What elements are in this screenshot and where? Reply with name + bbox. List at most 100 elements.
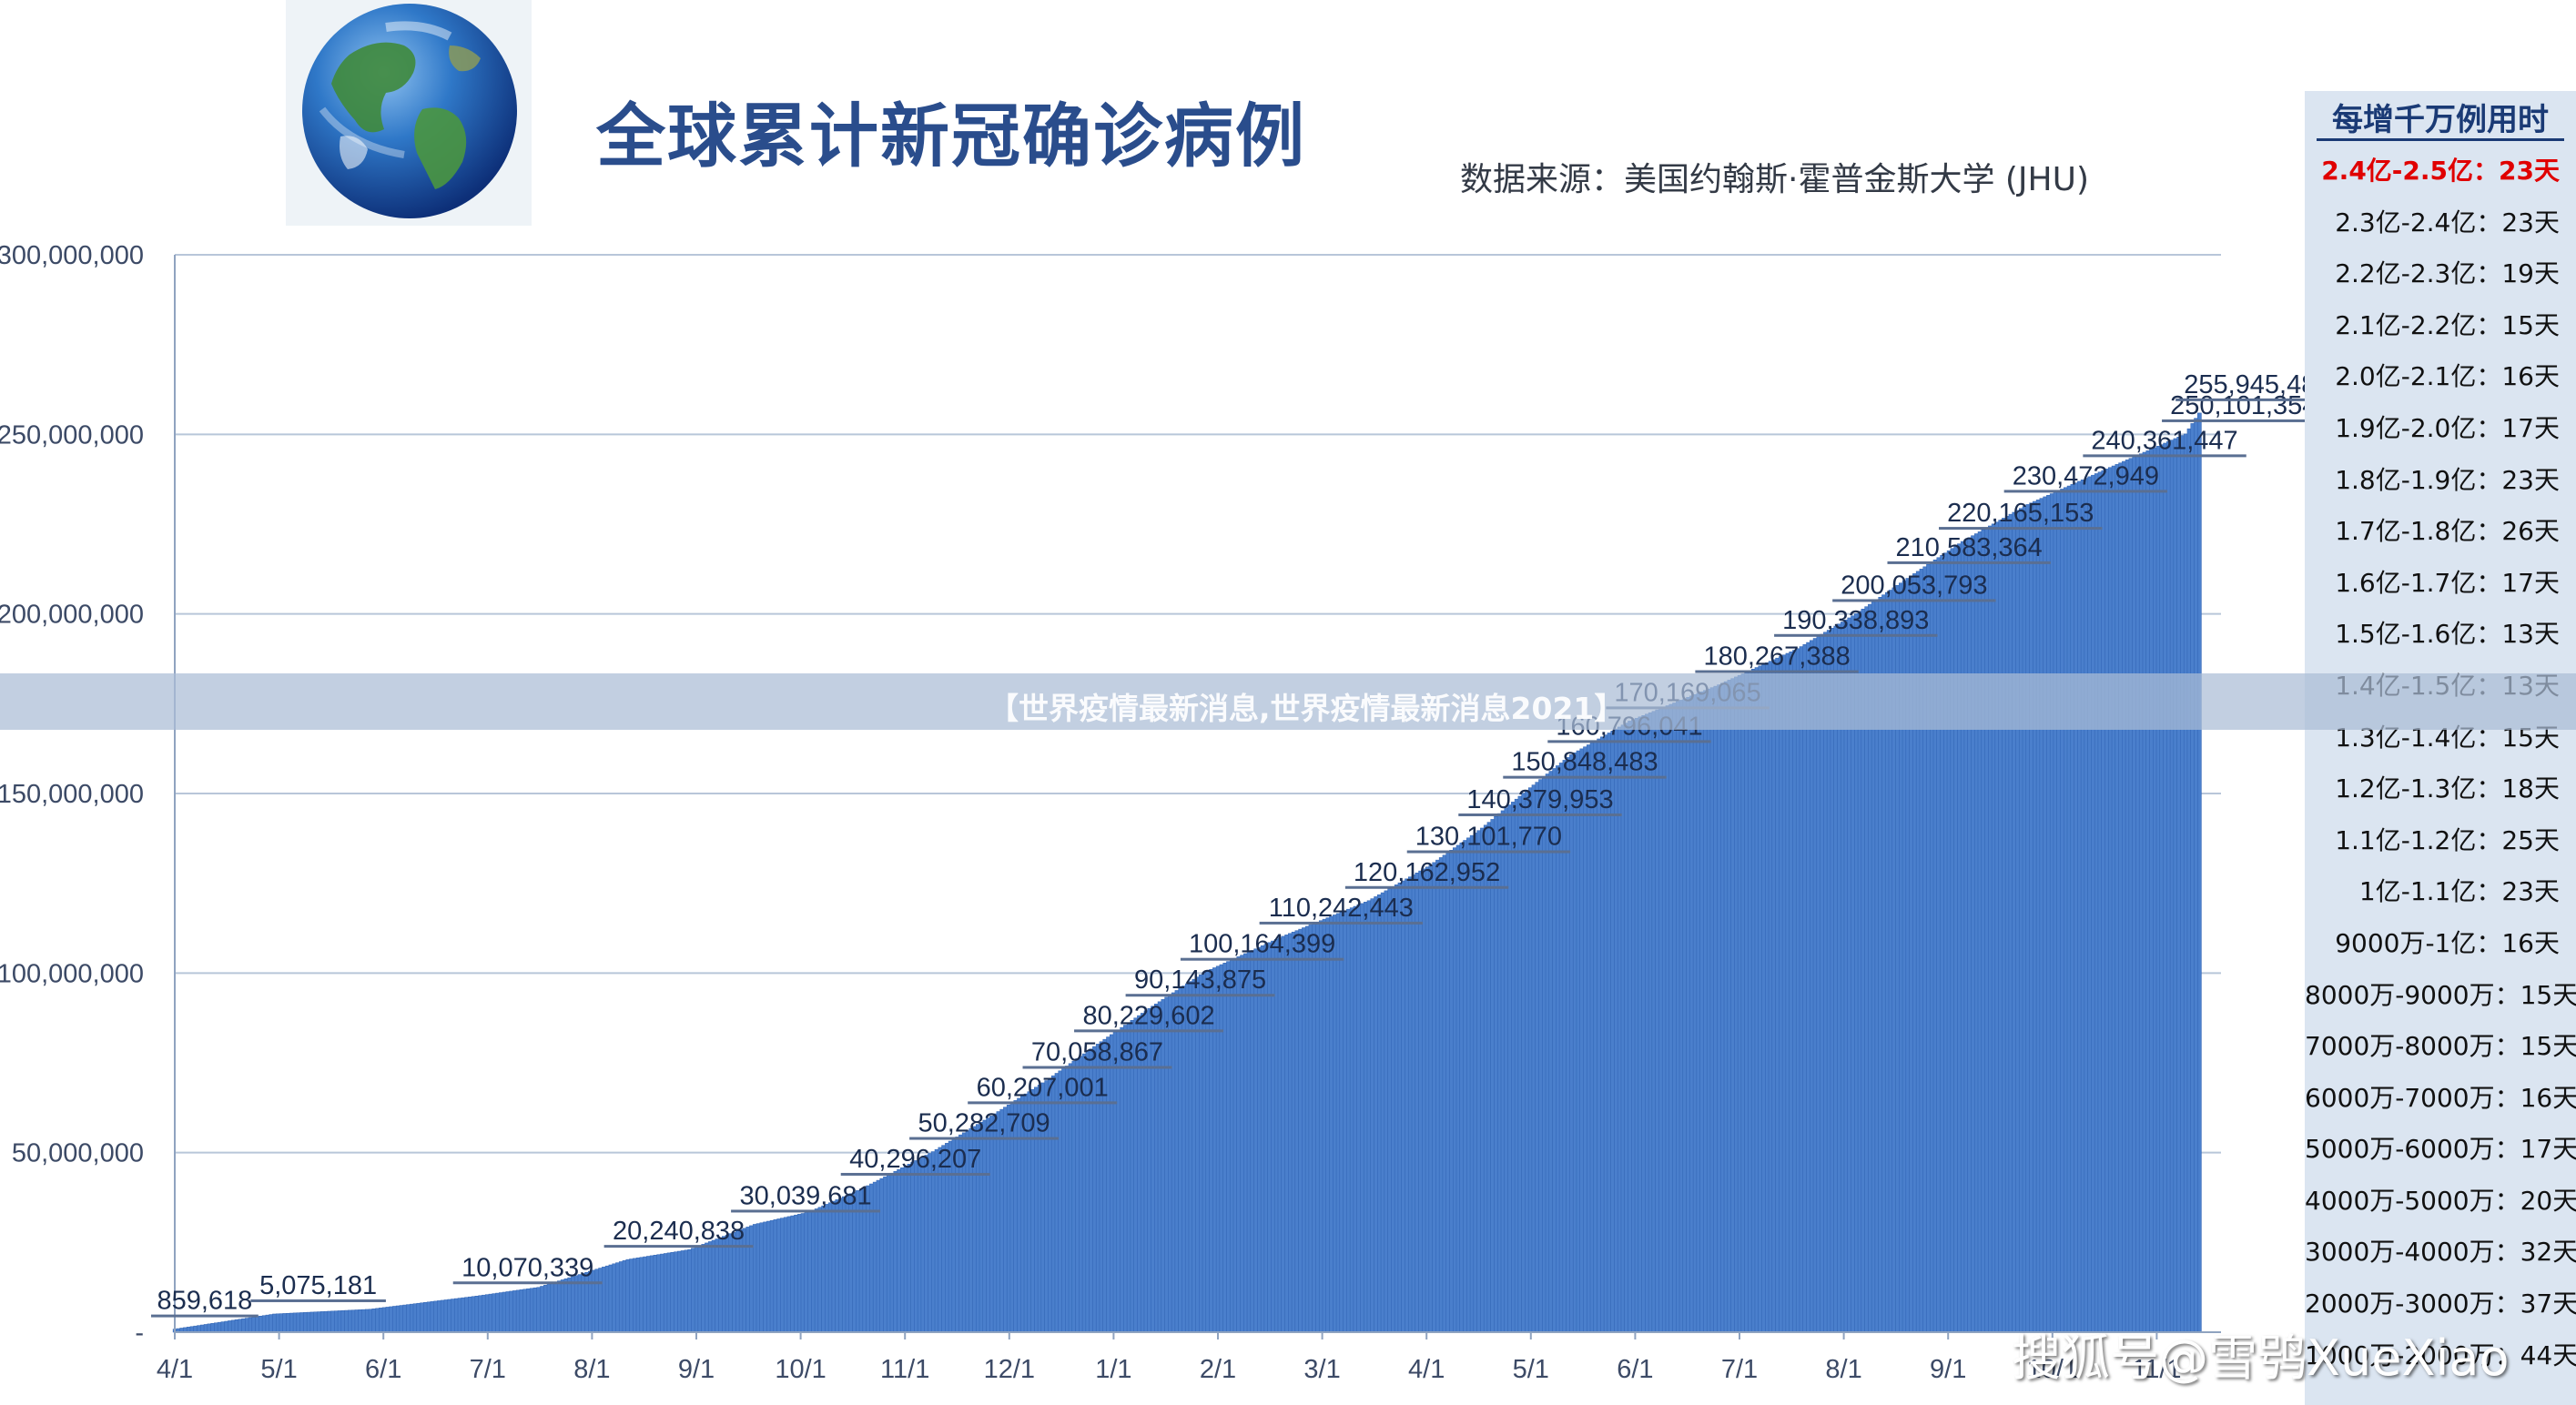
data-label: 150,848,483 — [1511, 748, 1658, 777]
data-label: 200,053,793 — [1841, 571, 1987, 600]
x-tick-label: 4/1 — [1408, 1355, 1445, 1384]
x-tick-label: 7/1 — [1721, 1355, 1758, 1384]
data-label: 859,618 — [157, 1287, 252, 1316]
y-tick-label: 300,000,000 — [0, 241, 144, 270]
data-label-underline — [840, 1172, 990, 1176]
x-tick-label: 3/1 — [1303, 1355, 1340, 1384]
page-title: 全球累计新冠确诊病例 — [596, 96, 1306, 177]
data-label-underline — [1458, 813, 1622, 816]
x-tick-label: 10/1 — [775, 1355, 826, 1384]
overlay-banner[interactable] — [0, 673, 2576, 730]
data-label: 60,207,001 — [977, 1073, 1109, 1102]
x-tick-label: 10/1 — [2027, 1355, 2078, 1384]
side-panel-item: 4000万-5000万：20天 — [2305, 1185, 2576, 1216]
data-label-underline — [1344, 885, 1509, 889]
y-tick-label: 200,000,000 — [0, 601, 144, 630]
side-panel-item: 1亿-1.1亿：23天 — [2358, 876, 2560, 907]
x-tick-label: 5/1 — [1513, 1355, 1549, 1384]
data-label: 110,242,443 — [1269, 894, 1414, 923]
y-tick-label: 100,000,000 — [0, 959, 144, 988]
data-label-underline — [1074, 1029, 1224, 1033]
side-panel-item: 1.8亿-1.9亿：23天 — [2335, 464, 2560, 495]
x-tick-label: 7/1 — [470, 1355, 506, 1384]
data-label: 190,338,893 — [1782, 606, 1929, 635]
side-panel-item: 1.1亿-1.2亿：25天 — [2335, 824, 2560, 855]
data-label-underline — [968, 1101, 1118, 1105]
x-tick-label: 6/1 — [365, 1355, 401, 1384]
globe-image — [286, 0, 532, 226]
axes: - 50,000,000 100,000,000 150,000,000 200,000… — [0, 241, 2221, 1384]
data-label-underline — [909, 1137, 1060, 1140]
data-label: 240,361,447 — [2091, 426, 2237, 455]
x-tick-label: 2/1 — [1200, 1355, 1236, 1384]
side-panel-item: 1.7亿-1.8亿：26天 — [2335, 516, 2560, 547]
data-label-underline — [2003, 490, 2168, 493]
side-panel-item: 1.2亿-1.3亿：18天 — [2335, 773, 2560, 804]
x-tick-label: 11/1 — [880, 1355, 929, 1384]
side-panel-title: 每增千万例用时 — [2332, 102, 2549, 138]
side-panel-item: 7000万-8000万：15天 — [2305, 1031, 2576, 1062]
data-label-underline — [151, 1314, 259, 1318]
x-tick-label: 5/1 — [260, 1355, 297, 1384]
side-panel-item: 1.6亿-1.7亿：17天 — [2335, 567, 2560, 598]
side-panel-item: 2.0亿-2.1亿：16天 — [2335, 361, 2560, 392]
data-label: 230,472,949 — [2013, 461, 2159, 490]
data-source-text: 数据来源：美国约翰斯·霍普金斯大学 (JHU) — [1460, 161, 2090, 198]
side-panel-item: 1.5亿-1.6亿：13天 — [2335, 619, 2560, 650]
data-label-underline — [731, 1209, 881, 1213]
x-tick-label: 4/1 — [157, 1355, 193, 1384]
data-label: 180,267,388 — [1703, 642, 1850, 672]
data-label: 5,075,181 — [259, 1271, 377, 1300]
data-label-underline — [1774, 633, 1938, 637]
data-label-underline — [1259, 921, 1424, 925]
x-tick-label: 8/1 — [573, 1355, 610, 1384]
data-label: 120,162,952 — [1354, 858, 1500, 887]
data-label-underline — [1503, 775, 1667, 779]
side-panel-item: 3000万-4000万：32天 — [2305, 1237, 2576, 1268]
data-label-underline — [1180, 957, 1344, 961]
data-label: 140,379,953 — [1466, 785, 1613, 814]
data-label-underline — [1022, 1066, 1172, 1069]
data-label-underline — [452, 1281, 603, 1285]
x-tick-label: 12/1 — [984, 1355, 1035, 1384]
x-tick-label: 11/1 — [2132, 1355, 2181, 1384]
data-label-underline — [2175, 398, 2339, 401]
side-panel-item: 2.1亿-2.2亿：15天 — [2335, 309, 2560, 340]
data-label: 10,070,339 — [461, 1253, 593, 1282]
side-panel-item: 1000万-2000万：44天 — [2305, 1339, 2576, 1370]
data-label: 20,240,838 — [613, 1217, 745, 1246]
overlay-banner-text[interactable]: 【世界疫情最新消息,世界疫情最新消息2021】 — [989, 691, 1625, 726]
data-label: 220,165,153 — [1947, 499, 2094, 528]
side-panel-item: 2.2亿-2.3亿：19天 — [2335, 258, 2560, 289]
data-label: 210,583,364 — [1896, 533, 2043, 562]
data-label: 70,058,867 — [1031, 1038, 1163, 1067]
data-label: 40,296,207 — [849, 1145, 981, 1174]
x-tick-label: 6/1 — [1617, 1355, 1653, 1384]
side-panel-item: 2.4亿-2.5亿：23天 — [2321, 156, 2560, 186]
globe-icon — [302, 4, 517, 218]
data-label-underline — [1547, 740, 1711, 743]
x-tick-label: 9/1 — [1930, 1355, 1966, 1384]
data-label: 130,101,770 — [1415, 823, 1562, 852]
data-label-underline — [1887, 561, 2051, 564]
data-label: 50,282,709 — [918, 1109, 1050, 1138]
data-label: 30,039,681 — [740, 1181, 872, 1210]
watermark-text: 搜狐号@雪鸮XueXiao — [2012, 1329, 2510, 1387]
data-label-underline — [250, 1299, 386, 1302]
data-label-underline — [1695, 670, 1859, 673]
data-label-underline — [1832, 599, 1996, 602]
side-panel-item: 2000万-3000万：37天 — [2305, 1289, 2576, 1319]
data-label: 100,164,399 — [1189, 930, 1335, 959]
bar — [2197, 412, 2202, 1333]
data-label-underline — [1939, 527, 2103, 531]
y-tick-label: 150,000,000 — [0, 780, 144, 809]
y-tick-label: - — [135, 1319, 144, 1348]
bar-series — [172, 412, 2202, 1333]
data-label: 250,101,354 — [2170, 391, 2317, 420]
side-panel-item: 1.9亿-2.0亿：17天 — [2335, 412, 2560, 443]
x-tick-label: 1/1 — [1095, 1355, 1131, 1384]
data-label: 80,229,602 — [1082, 1001, 1214, 1030]
side-panel-item: 2.3亿-2.4亿：23天 — [2335, 207, 2560, 238]
